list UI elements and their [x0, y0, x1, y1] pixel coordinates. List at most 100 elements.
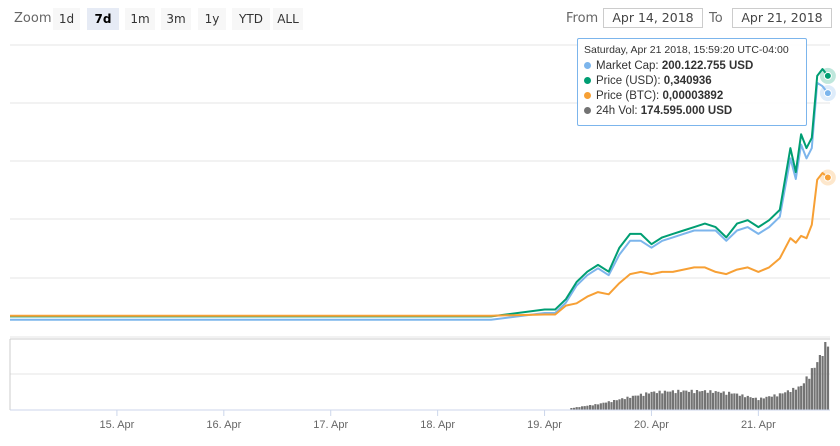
- volume-bar: [792, 387, 795, 410]
- volume-bar: [645, 392, 648, 410]
- volume-bar: [589, 405, 592, 410]
- volume-bar: [594, 404, 597, 410]
- from-label: From: [566, 11, 599, 26]
- tooltip-label: 24h Vol:: [596, 105, 638, 117]
- volume-bar: [639, 393, 642, 410]
- volume-bar: [786, 390, 789, 410]
- volume-bar: [808, 378, 811, 410]
- zoom-all-button[interactable]: ALL: [273, 8, 303, 30]
- tooltip-row-price-usd: Price (USD): 0,340936: [584, 74, 800, 89]
- zoom-1m-button[interactable]: 1m: [125, 8, 155, 30]
- hover-markers: [819, 67, 836, 186]
- volume-bar: [738, 395, 741, 410]
- volume-bar: [778, 393, 781, 410]
- volume-bar: [607, 401, 610, 410]
- volume-bar: [653, 391, 656, 410]
- hover-marker: [823, 89, 832, 98]
- x-tick-label: 15. Apr: [99, 419, 134, 431]
- volume-bar: [794, 389, 797, 410]
- volume-bar: [573, 407, 576, 410]
- volume-bar: [706, 392, 709, 410]
- zoom-3m-button[interactable]: 3m: [161, 8, 191, 30]
- volume-bar: [711, 392, 715, 410]
- volume-bar: [709, 390, 712, 410]
- volume-bar: [679, 392, 683, 410]
- volume-bar: [800, 385, 803, 410]
- volume-bar: [733, 393, 736, 410]
- volume-bar: [658, 390, 661, 410]
- to-date-input[interactable]: Apr 21, 2018: [732, 8, 832, 28]
- tooltip-label: Market Cap:: [596, 60, 659, 72]
- zoom-1y-button[interactable]: 1y: [198, 8, 226, 30]
- volume-bar: [671, 390, 674, 410]
- volume-bar: [626, 396, 629, 410]
- from-date-input[interactable]: Apr 14, 2018: [603, 8, 703, 28]
- tooltip-value: 0,340936: [663, 75, 712, 87]
- volume-bar: [797, 386, 800, 410]
- series-line: [10, 172, 829, 317]
- x-tick-label: 17. Apr: [313, 419, 348, 431]
- hover-marker: [823, 71, 832, 80]
- zoom-1d-button[interactable]: 1d: [53, 8, 80, 30]
- x-tick-label: 18. Apr: [420, 419, 455, 431]
- volume-bar: [597, 404, 600, 410]
- hover-marker: [823, 173, 832, 182]
- tooltip-row-volume: 24h Vol: 174.595.000 USD: [584, 104, 800, 119]
- volume-bars: [570, 342, 830, 410]
- tooltip-date: Saturday, Apr 21 2018, 15:59:20 UTC-04:0…: [584, 44, 789, 56]
- volume-bar: [615, 400, 618, 410]
- volume-bar: [586, 405, 589, 410]
- volume-bar: [762, 398, 765, 410]
- zoom-7d-button[interactable]: 7d: [87, 8, 119, 30]
- volume-bar: [768, 396, 771, 410]
- volume-bar: [725, 394, 728, 410]
- volume-bar: [701, 391, 704, 410]
- volume-bar: [695, 390, 699, 410]
- volume-bar: [720, 392, 723, 410]
- volume-bar: [610, 402, 613, 410]
- volume-bar: [765, 396, 768, 410]
- volume-bar: [741, 394, 744, 410]
- volume-bar: [749, 397, 752, 410]
- volume-bar: [746, 395, 749, 410]
- volume-bar: [629, 397, 632, 410]
- chart-toolbar: Zoom 1d 7d 1m 3m 1y YTD ALL From Apr 14,…: [0, 0, 840, 40]
- chart-tooltip: Saturday, Apr 21 2018, 15:59:20 UTC-04:0…: [577, 38, 807, 126]
- volume-bar: [730, 393, 733, 410]
- volume-bar: [690, 389, 693, 410]
- tooltip-value: 174.595.000 USD: [640, 105, 733, 117]
- volume-bar: [583, 406, 586, 410]
- volume-bar: [736, 393, 739, 410]
- market-cap-dot-icon: [584, 62, 591, 69]
- volume-bar: [634, 395, 637, 410]
- volume-bar: [570, 408, 573, 410]
- volume-bar: [776, 396, 779, 410]
- volume-bar: [674, 393, 677, 410]
- volume-bar: [621, 398, 624, 410]
- volume-bar: [618, 399, 621, 410]
- volume-bar: [802, 383, 805, 410]
- volume-bar: [693, 393, 696, 410]
- volume-bar: [744, 397, 747, 410]
- volume-bar: [805, 376, 808, 410]
- x-tick-label: 21. Apr: [741, 419, 776, 431]
- volume-bar: [578, 407, 581, 410]
- volume-bar: [685, 390, 688, 410]
- volume-bar: [637, 395, 640, 410]
- x-tick-label: 20. Apr: [634, 419, 669, 431]
- zoom-ytd-button[interactable]: YTD: [232, 8, 270, 30]
- volume-dot-icon: [584, 107, 591, 114]
- tooltip-value: 200.122.755 USD: [661, 60, 754, 72]
- volume-bar: [728, 391, 731, 410]
- volume-bar: [650, 391, 653, 410]
- tooltip-value: 0,00003892: [662, 90, 724, 102]
- volume-bar: [781, 393, 784, 410]
- tooltip-label: Price (BTC):: [596, 90, 660, 102]
- volume-bar: [754, 397, 757, 410]
- volume-bar: [682, 390, 685, 410]
- price-btc-dot-icon: [584, 92, 591, 99]
- volume-bar: [581, 406, 584, 410]
- x-axis: 15. Apr 16. Apr 17. Apr 18. Apr 19. Apr 20. A…: [10, 409, 830, 431]
- volume-bar: [623, 399, 626, 410]
